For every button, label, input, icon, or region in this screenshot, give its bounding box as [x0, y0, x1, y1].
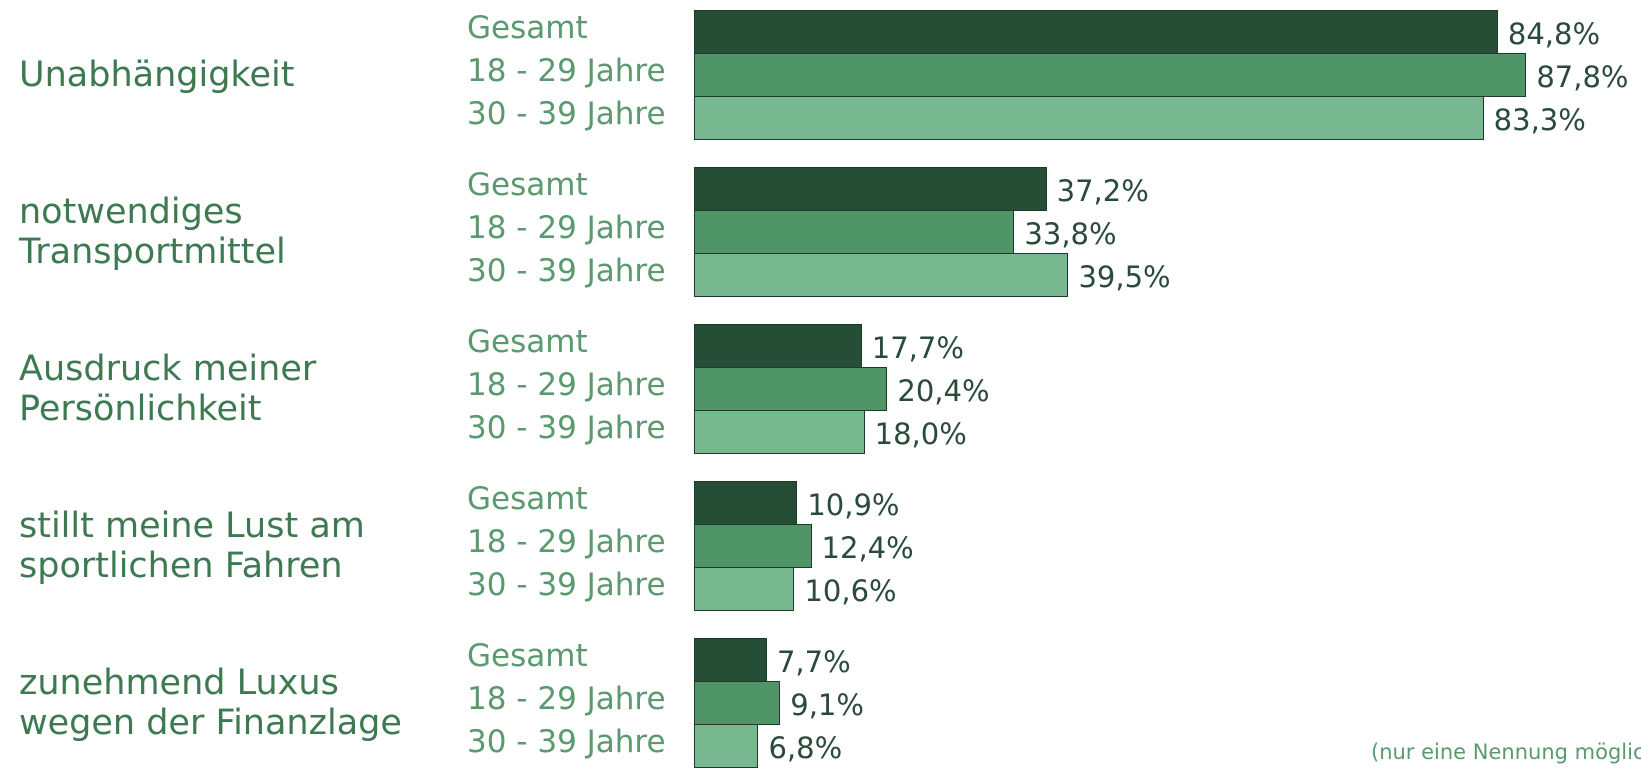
series-label: 18 - 29 Jahre — [467, 53, 666, 89]
value-label: 87,8% — [1536, 60, 1629, 94]
bar — [694, 724, 759, 768]
category-label: Ausdruck meiner Persönlichkeit — [19, 348, 317, 429]
value-label: 37,2% — [1056, 174, 1149, 208]
category-label: Unabhängigkeit — [19, 54, 295, 95]
series-label: Gesamt — [467, 481, 588, 517]
value-label: 20,4% — [897, 374, 990, 408]
series-label: 30 - 39 Jahre — [467, 96, 666, 132]
value-label: 18,0% — [874, 417, 967, 451]
bar — [694, 567, 795, 611]
series-label: 18 - 29 Jahre — [467, 681, 666, 717]
series-label: Gesamt — [467, 638, 588, 674]
bar — [694, 367, 888, 411]
category-label: stillt meine Lust am sportlichen Fahren — [19, 505, 365, 586]
value-label: 39,5% — [1078, 260, 1171, 294]
value-label: 10,6% — [804, 574, 897, 608]
value-label: 17,7% — [871, 331, 964, 365]
value-label: 84,8% — [1507, 17, 1601, 51]
series-label: 30 - 39 Jahre — [467, 567, 666, 603]
bar — [694, 96, 1484, 140]
series-label: 18 - 29 Jahre — [467, 210, 666, 246]
bar — [694, 410, 865, 454]
category-label: zunehmend Luxus wegen der Finanzlage — [19, 662, 402, 743]
note: (nur eine Nennung möglich) — [1371, 740, 1641, 764]
bar — [694, 253, 1069, 297]
bar — [694, 167, 1047, 211]
value-label: 10,9% — [807, 488, 900, 522]
bar — [694, 638, 767, 682]
series-label: 30 - 39 Jahre — [467, 253, 666, 289]
value-label: 33,8% — [1024, 217, 1117, 251]
bar — [694, 481, 798, 525]
series-label: 30 - 39 Jahre — [467, 410, 666, 446]
series-label: 18 - 29 Jahre — [467, 367, 666, 403]
category-label: notwendiges Transportmittel — [19, 191, 286, 272]
value-label: 7,7% — [776, 645, 851, 679]
bar — [694, 681, 781, 725]
bar — [694, 324, 862, 368]
value-label: 9,1% — [790, 688, 864, 722]
series-label: 30 - 39 Jahre — [467, 724, 666, 760]
series-label: 18 - 29 Jahre — [467, 524, 666, 560]
bar — [694, 524, 812, 568]
series-label: Gesamt — [467, 10, 588, 46]
value-label: 83,3% — [1493, 103, 1586, 137]
value-label: 12,4% — [821, 531, 914, 565]
series-label: Gesamt — [467, 167, 588, 203]
series-label: Gesamt — [467, 324, 588, 360]
bar — [694, 210, 1015, 254]
bar — [694, 10, 1498, 54]
bar — [694, 53, 1527, 97]
value-label: 6,8% — [768, 731, 843, 765]
